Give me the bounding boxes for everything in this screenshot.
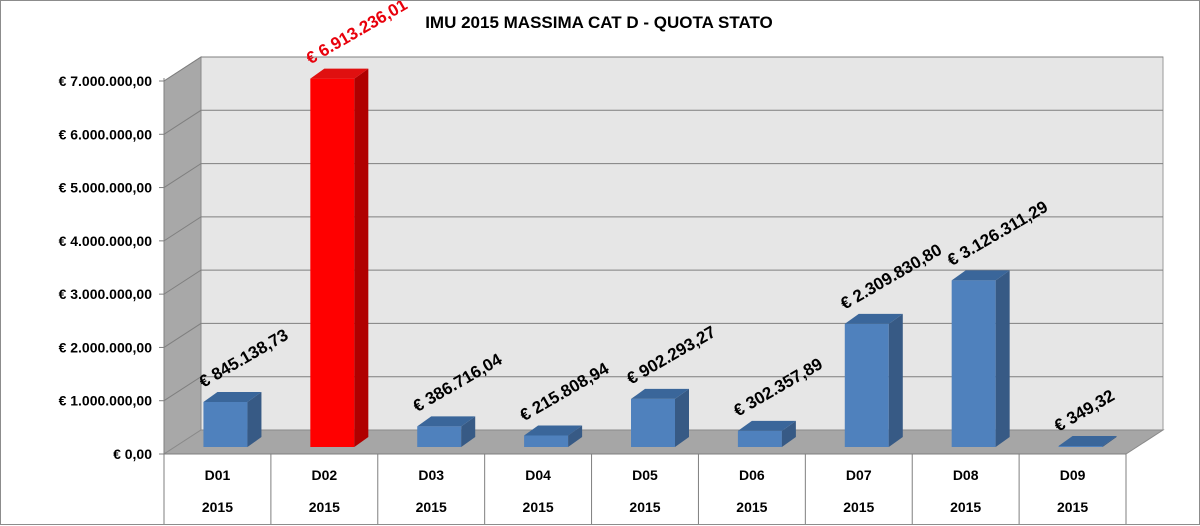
bar-side — [247, 391, 262, 447]
bar-side — [568, 425, 583, 447]
x-year-label: 2015 — [416, 499, 447, 515]
bar-d09 — [1058, 436, 1117, 447]
gridline — [163, 216, 1163, 242]
bar-front — [631, 398, 675, 447]
x-category-label: D04 — [525, 467, 551, 483]
gridline — [163, 56, 1163, 82]
x-year-label: 2015 — [523, 499, 554, 515]
bar-d03 — [417, 416, 476, 447]
bar-side — [781, 420, 796, 447]
bar-d07 — [844, 313, 903, 447]
x-year-label: 2015 — [950, 499, 981, 515]
y-tick-label: € 2.000.000,00 — [59, 339, 153, 355]
x-category-label: D02 — [311, 467, 337, 483]
side-wall — [163, 56, 202, 455]
gridline — [163, 163, 1163, 188]
bar-side — [995, 270, 1010, 447]
x-category-label: D05 — [632, 467, 658, 483]
bar-front — [844, 323, 889, 447]
bar-front — [417, 426, 462, 447]
bar-d01 — [203, 391, 262, 447]
x-year-label: 2015 — [309, 499, 340, 515]
bar-front — [524, 435, 569, 447]
y-tick-label: € 3.000.000,00 — [59, 286, 153, 302]
bar-d08 — [951, 270, 1010, 447]
bar-top — [631, 388, 689, 399]
bar-d05 — [631, 388, 689, 447]
bar-side — [888, 313, 903, 447]
bar-front — [310, 78, 355, 447]
x-year-label: 2015 — [202, 499, 233, 515]
bar-front — [1058, 446, 1103, 447]
y-tick-label: € 0,00 — [113, 446, 152, 462]
x-year-label: 2015 — [629, 499, 660, 515]
bar-top — [1058, 436, 1117, 446]
gridline — [163, 322, 1163, 348]
bar-top — [524, 425, 583, 436]
y-tick-label: € 6.000.000,00 — [59, 126, 153, 142]
bar-top — [951, 270, 1010, 281]
y-tick-label: € 7.000.000,00 — [59, 73, 153, 89]
bar-d02 — [310, 68, 369, 447]
x-year-label: 2015 — [736, 499, 767, 515]
bar-side — [1102, 436, 1117, 447]
x-category-label: D08 — [953, 467, 979, 483]
bar-top — [203, 391, 262, 402]
gridline — [163, 269, 1163, 295]
bar-top — [737, 420, 796, 431]
bar-top — [844, 313, 903, 324]
chart-title: IMU 2015 MASSIMA CAT D - QUOTA STATO — [425, 13, 773, 32]
bar-front — [951, 280, 996, 447]
bar-d06 — [737, 420, 796, 447]
y-tick-label: € 4.000.000,00 — [59, 233, 153, 249]
x-category-label: D03 — [418, 467, 444, 483]
x-category-label: D06 — [739, 467, 765, 483]
y-tick-label: € 5.000.000,00 — [59, 180, 153, 196]
bar-side — [461, 416, 476, 447]
bar-front — [737, 430, 782, 447]
y-tick-label: € 1.000.000,00 — [59, 393, 153, 409]
gridline — [163, 109, 1163, 135]
x-year-label: 2015 — [1057, 499, 1088, 515]
bar-side — [675, 388, 689, 447]
x-category-label: D09 — [1060, 467, 1086, 483]
bar-top — [417, 416, 476, 427]
bar-front — [203, 401, 248, 447]
gridline — [163, 376, 1163, 402]
x-year-label: 2015 — [843, 499, 874, 515]
x-category-label: D07 — [846, 467, 872, 483]
bar-side — [354, 68, 369, 447]
bar-d04 — [524, 425, 583, 447]
bar-top — [310, 68, 369, 79]
x-category-label: D01 — [205, 467, 231, 483]
